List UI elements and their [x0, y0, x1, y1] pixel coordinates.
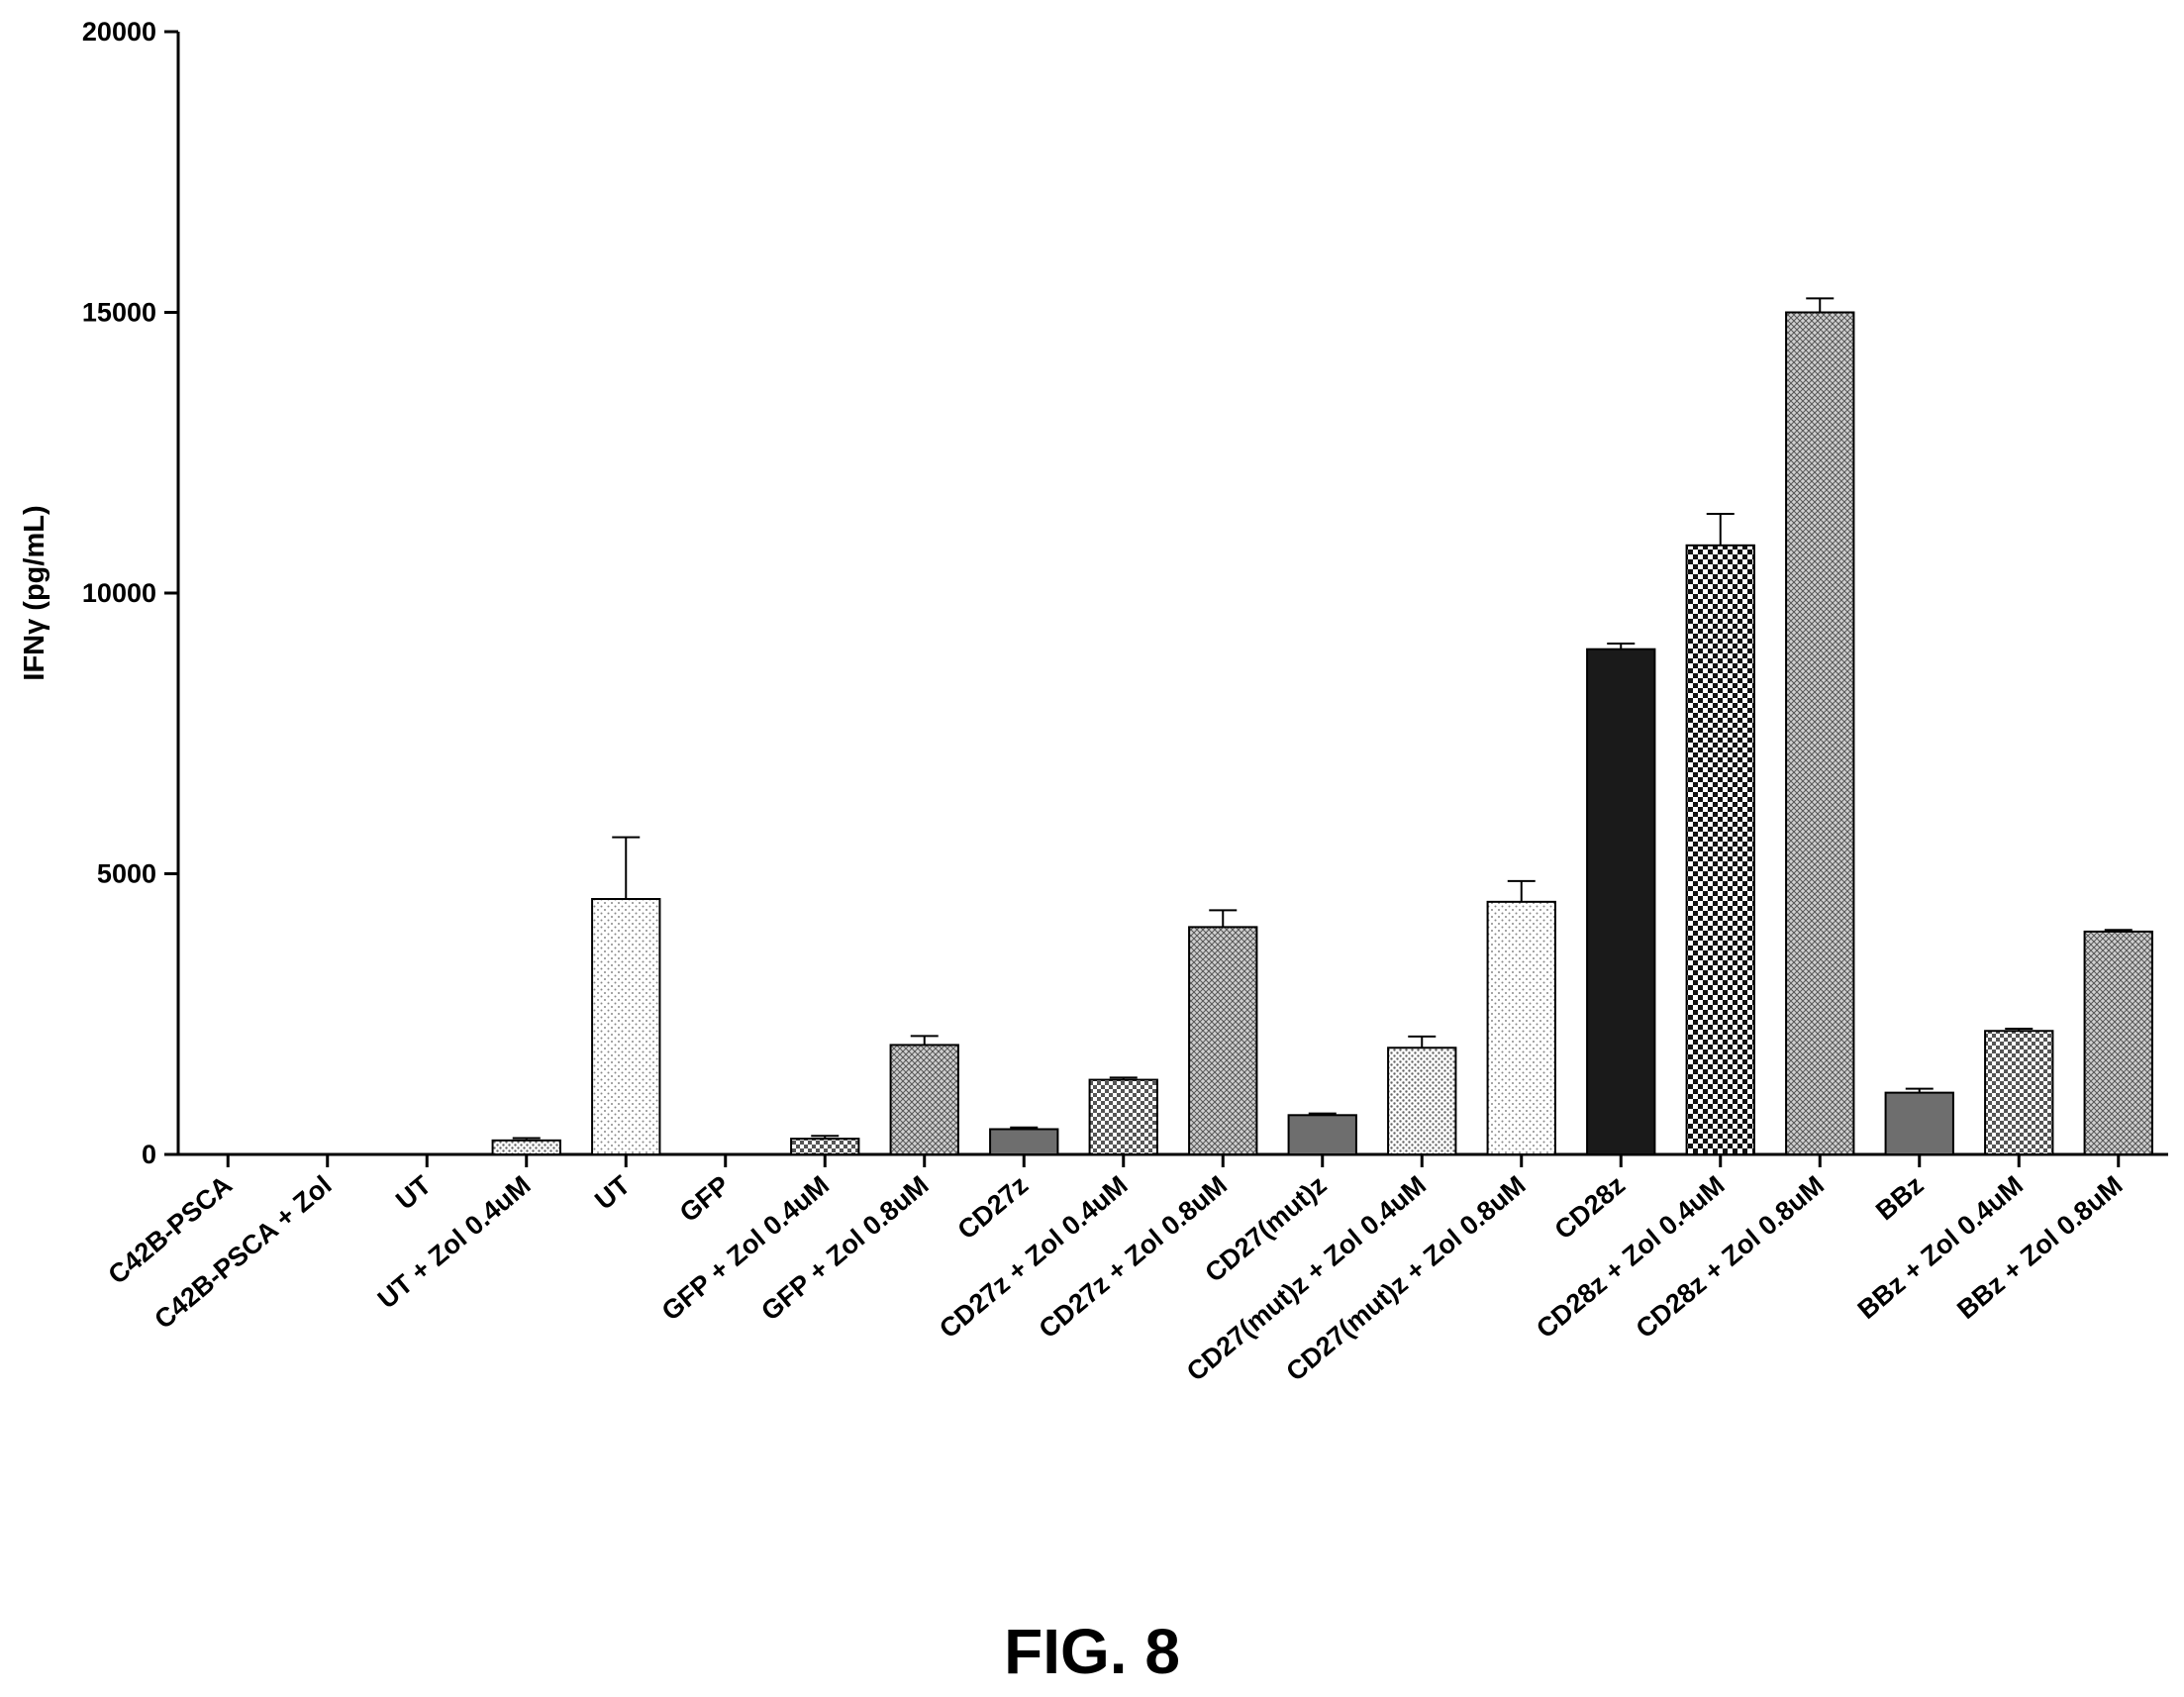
- bar: [1188, 926, 1258, 1155]
- bar: [989, 1128, 1059, 1155]
- error-bar: [1308, 1112, 1337, 1116]
- error-bar: [1607, 643, 1636, 649]
- error-bar: [612, 836, 641, 900]
- x-tick-label: GFP + Zol 0.8uM: [755, 1170, 934, 1327]
- x-tick-label: BBz + Zol 0.8uM: [1951, 1170, 2128, 1326]
- x-tick-label: BBz: [1870, 1170, 1930, 1227]
- bar: [1685, 544, 1755, 1155]
- x-tick-label: CD27z + Zol 0.8uM: [1034, 1170, 1233, 1345]
- error-bar: [2104, 929, 2133, 932]
- error-bar: [1109, 1076, 1138, 1080]
- y-tick-label: 20000: [82, 17, 156, 47]
- x-tick-label: GFP + Zol 0.4uM: [656, 1170, 835, 1327]
- x-tick-label: CD27z + Zol 0.4uM: [934, 1170, 1133, 1345]
- bar: [790, 1138, 860, 1156]
- x-tick-label: BBz + Zol 0.4uM: [1852, 1170, 2029, 1326]
- y-tick-label: 10000: [82, 578, 156, 608]
- error-bar: [910, 1035, 939, 1046]
- error-bars: [512, 297, 2133, 1141]
- y-axis-label: IFNγ (pg/mL): [19, 505, 50, 680]
- x-tick-label: UT: [390, 1169, 437, 1215]
- bar: [1088, 1078, 1158, 1155]
- bar: [1287, 1114, 1357, 1156]
- x-tick-label: CD28z + Zol 0.4uM: [1531, 1170, 1730, 1345]
- bar: [889, 1044, 959, 1156]
- error-bar: [1507, 879, 1536, 902]
- error-bar: [1010, 1126, 1039, 1130]
- error-bar: [2005, 1027, 2034, 1032]
- x-axis: [178, 1152, 2168, 1167]
- bar-series: [491, 311, 2153, 1156]
- y-tick-label: 5000: [97, 859, 156, 889]
- x-tick-label: C42B-PSCA + Zol: [149, 1170, 337, 1336]
- bar: [2083, 930, 2153, 1155]
- bar: [1586, 648, 1656, 1155]
- bar: [491, 1139, 561, 1155]
- bar: [1387, 1047, 1457, 1156]
- x-tick-label: UT: [589, 1169, 636, 1215]
- y-tick-label: 15000: [82, 298, 156, 328]
- error-bar: [811, 1135, 840, 1140]
- error-bar: [512, 1137, 541, 1141]
- bar: [591, 898, 661, 1155]
- bar: [1785, 311, 1855, 1155]
- y-axis: 0 5000 10000 15000 20000: [82, 17, 180, 1169]
- x-tick-label: CD28z: [1549, 1170, 1632, 1246]
- bar: [1884, 1091, 1954, 1156]
- error-bar: [1209, 909, 1238, 928]
- x-tick-label: CD28z + Zol 0.8uM: [1631, 1170, 1830, 1345]
- x-tick-label: GFP: [674, 1170, 736, 1229]
- error-bar: [1706, 513, 1735, 546]
- figure-caption: FIG. 8: [1004, 1616, 1180, 1687]
- error-bar: [1806, 297, 1835, 313]
- y-tick-label: 0: [142, 1140, 156, 1169]
- x-tick-label: CD27z: [952, 1170, 1035, 1246]
- error-bar: [1408, 1035, 1437, 1048]
- error-bar: [1905, 1087, 1934, 1093]
- bar: [1984, 1030, 2054, 1156]
- bar: [1486, 900, 1556, 1155]
